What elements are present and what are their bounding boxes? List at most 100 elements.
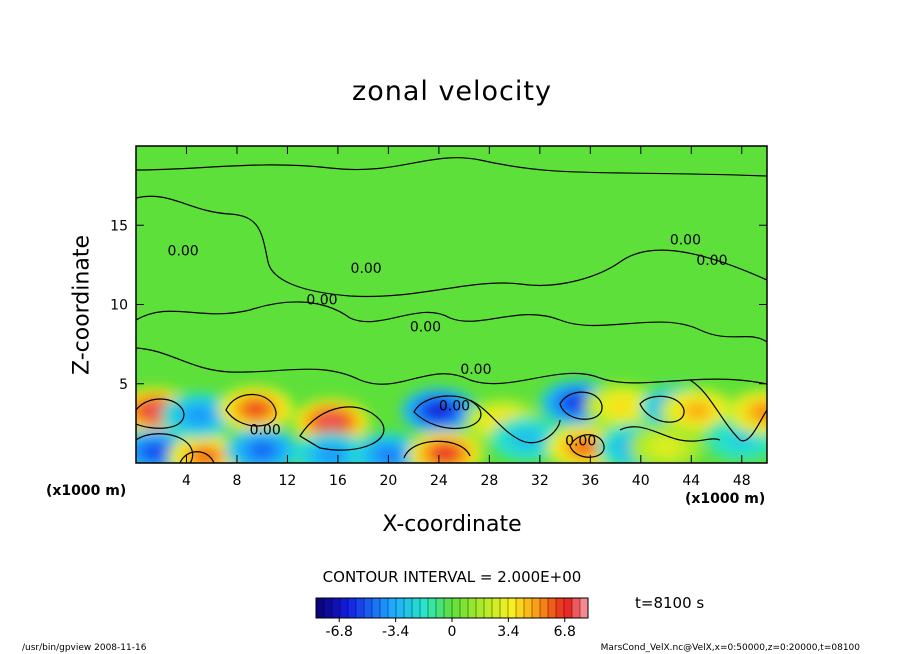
colorbar-segment: [420, 598, 429, 618]
footer-left: /usr/bin/gpview 2008-11-16: [22, 643, 147, 653]
contour-line: [619, 426, 721, 442]
x-tick-label: 20: [379, 473, 397, 489]
contour-fill-cell: [655, 440, 677, 455]
contour-line: [136, 433, 194, 463]
contour-fill-cell: [686, 403, 709, 418]
contour-label: 0.00: [670, 232, 701, 248]
contour-label: 0.00: [460, 362, 491, 378]
y-tick-label: 5: [119, 377, 128, 393]
colorbar-segment: [532, 598, 541, 618]
contour-line: [179, 451, 215, 463]
contour-fill-cell: [245, 402, 267, 417]
colorbar-segment: [332, 598, 341, 618]
x-axis-label: X-coordinate: [382, 512, 522, 537]
contour-label: 0.00: [351, 261, 382, 277]
colorbar-segment: [508, 598, 517, 618]
contour-line: [559, 391, 603, 420]
x-tick-label: 12: [279, 473, 297, 489]
colorbar-segment: [388, 598, 397, 618]
contour-fill-cell: [611, 398, 633, 413]
contour-fill-cell: [320, 414, 343, 429]
chart-title: zonal velocity: [352, 76, 552, 107]
x-tick-label: 16: [329, 473, 347, 489]
colorbar-segment: [500, 598, 509, 618]
colorbar-segment: [356, 598, 365, 618]
contour-label: 0.00: [168, 243, 199, 259]
contour-fill-cell: [188, 408, 210, 423]
x-tick-label: 4: [182, 473, 191, 489]
y-tick-label: 10: [110, 298, 128, 314]
colorbar-segment: [372, 598, 381, 618]
contour-labels: 0.00 0.00 0.00 0.00 0.00 0.00 0.00 0.00 0.00 0.00: [168, 232, 728, 449]
contour-label: 0.00: [306, 293, 337, 309]
contour-line: [136, 157, 767, 177]
colorbar-segment: [412, 598, 421, 618]
contour-label: 0.00: [439, 399, 470, 415]
contour-line: [403, 440, 471, 459]
colorbar-tick-label: -6.8: [326, 624, 353, 640]
colorbar-segment: [452, 598, 461, 618]
colorbar-segment: [396, 598, 405, 618]
colorbar: -6.8 -3.4 0 3.4 6.8: [315, 597, 589, 640]
colorbar-segment: [516, 598, 525, 618]
contour-label: 0.00: [696, 253, 727, 269]
contour-lines: [136, 157, 767, 463]
x-tick-label: 8: [232, 473, 241, 489]
colorbar-segment: [540, 598, 549, 618]
colorbar-segment: [492, 598, 501, 618]
plot-area: 0.00 0.00 0.00 0.00 0.00 0.00 0.00 0.00 0.00 0.00: [136, 146, 767, 463]
contour-line: [639, 395, 685, 423]
colorbar-segment: [564, 598, 573, 618]
contour-line: [689, 379, 767, 442]
colorbar-segment: [444, 598, 453, 618]
colorbar-segment: [364, 598, 373, 618]
colorbar-segment: [428, 598, 437, 618]
x-tick-label: 36: [581, 473, 599, 489]
contour-fill-cell: [144, 403, 166, 418]
colorbar-segment: [340, 598, 349, 618]
contour-line: [469, 399, 561, 444]
contour-fill-cell: [573, 440, 595, 455]
contour-fill-cell: [566, 395, 589, 410]
colorbar-segment: [484, 598, 493, 618]
colorbar-tick-label: 6.8: [554, 624, 576, 640]
contour-line: [136, 398, 185, 429]
contour-line: [136, 301, 767, 343]
colorbar-segment: [380, 598, 389, 618]
y-tick-label: 15: [110, 218, 128, 234]
colorbar-segment: [404, 598, 413, 618]
colorbar-segment: [580, 598, 589, 618]
x-axis-unit-left: (x1000 m): [46, 483, 127, 499]
colorbar-segment: [572, 598, 581, 618]
colorbar-segment: [316, 598, 325, 618]
x-axis-unit-right: (x1000 m): [685, 491, 766, 507]
colorbar-segment: [548, 598, 557, 618]
colorbar-segment: [348, 598, 357, 618]
colorbar-tick-label: -3.4: [382, 624, 409, 640]
contour-label: 0.00: [565, 434, 596, 450]
colorbar-tick-label: 3.4: [497, 624, 519, 640]
contour-fill-cell: [434, 446, 456, 461]
contour-fill-cell: [194, 449, 217, 463]
x-tick-label: 40: [632, 473, 650, 489]
contour-line: [299, 406, 385, 451]
colorbar-segment: [476, 598, 485, 618]
colorbar-segment: [556, 598, 565, 618]
contour-line: [136, 347, 767, 385]
x-tick-label: 48: [733, 473, 751, 489]
contour-line: [413, 395, 482, 430]
colorbar-segment: [436, 598, 445, 618]
time-label: t=8100 s: [635, 594, 705, 612]
contour-line: [569, 434, 605, 458]
contour-line: [136, 195, 767, 298]
contour-label: 0.00: [410, 319, 441, 335]
footer-right: MarsCond_VelX.nc@VelX,x=0:50000,z=0:2000…: [600, 643, 860, 653]
contour-fill-cell: [144, 444, 166, 459]
contour-fill-cell: [251, 443, 273, 458]
contour-fill-cell: [753, 405, 767, 420]
x-tick-label: 32: [531, 473, 549, 489]
colorbar-segment: [524, 598, 533, 618]
x-tick-label: 44: [682, 473, 700, 489]
